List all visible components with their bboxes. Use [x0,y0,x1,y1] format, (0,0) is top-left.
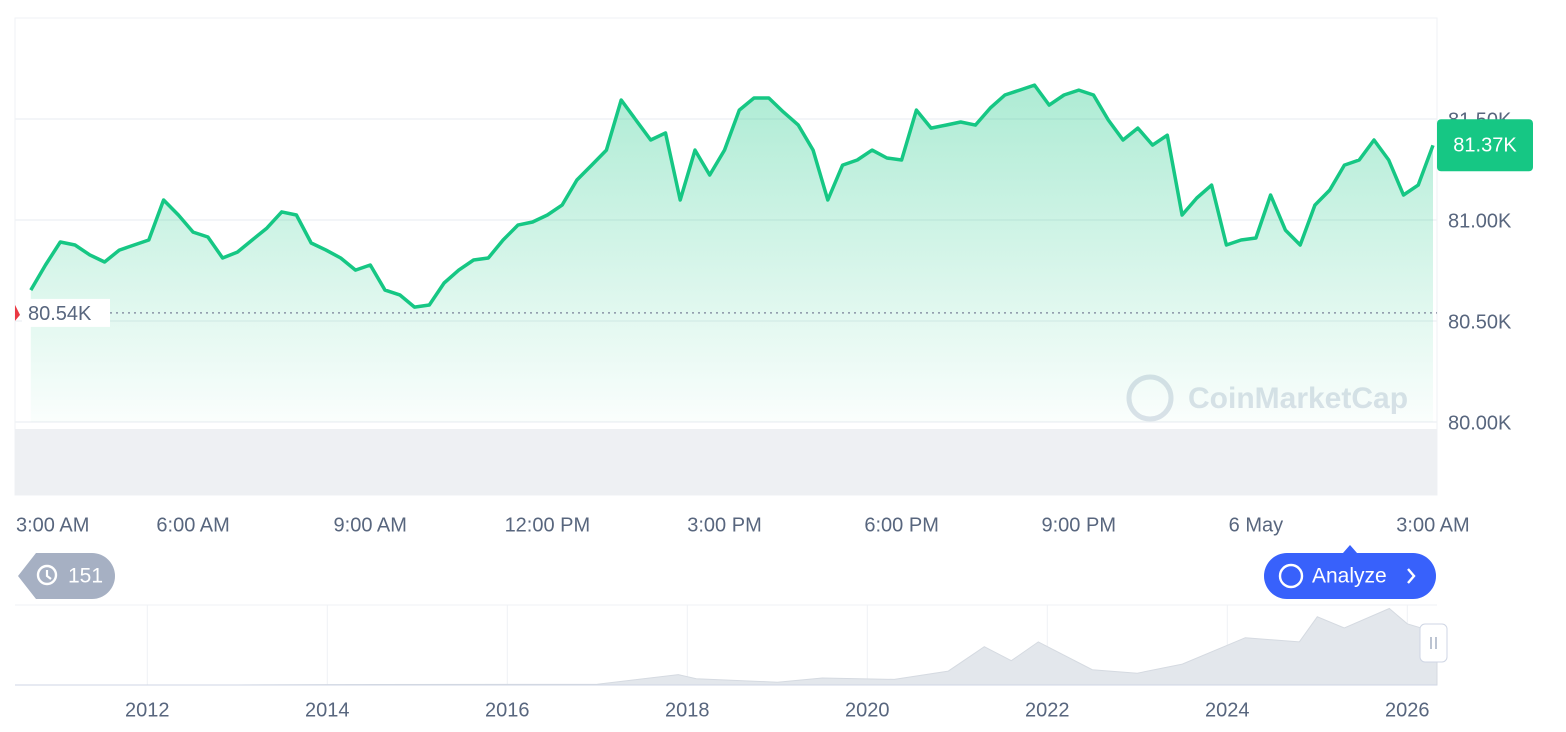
x-tick-label: 2018 [665,699,710,721]
history-button[interactable]: 151 [18,553,115,599]
history-count: 151 [68,565,103,588]
analyze-icon [1278,563,1304,589]
x-tick-label: 3:00 PM [687,514,761,536]
y-tick-label: 80.50K [1448,311,1512,333]
analyze-pointer [1343,545,1357,553]
history-area [21,607,1438,686]
analyze-pill[interactable] [1264,553,1436,599]
start-marker [15,304,20,321]
x-tick-label: 3:00 AM [1396,514,1469,536]
y-tick-label: 81.00K [1448,210,1512,232]
x-tick-label: 2022 [1025,699,1070,721]
x-tick-label: 2020 [845,699,890,721]
volume-strip [15,429,1437,495]
x-tick-label: 2026 [1385,699,1430,721]
start-label-bg [22,298,110,327]
x-tick-label: 2014 [305,699,350,721]
x-tick-label: 6:00 AM [156,514,229,536]
range-handle[interactable] [1419,623,1448,663]
x-tick-label: 2012 [125,699,170,721]
last-price-badge [1437,119,1533,172]
x-tick-label: 12:00 PM [505,514,591,536]
history-icon-hand [45,570,52,580]
analyze-button[interactable]: Analyze [1264,545,1436,599]
start-label: 80.54K [28,303,92,325]
x-tick-label: 2016 [485,699,530,721]
history-icon [36,564,58,586]
price-line [29,83,1435,309]
x-tick-label: 3:00 AM [16,514,89,536]
last-price-label: 81.37K [1453,135,1517,157]
x-tick-label: 9:00 PM [1042,514,1116,536]
y-tick-label: 80.00K [1448,412,1512,434]
analyze-label: Analyze [1312,565,1387,588]
x-tick-label: 9:00 AM [334,514,407,536]
x-tick-label: 6:00 PM [864,514,938,536]
x-tick-label: 6 May [1229,514,1283,536]
history-pill[interactable] [18,553,115,599]
price-area [30,85,1434,422]
analyze-chevron [1407,568,1416,584]
x-tick-label: 2024 [1205,699,1250,721]
